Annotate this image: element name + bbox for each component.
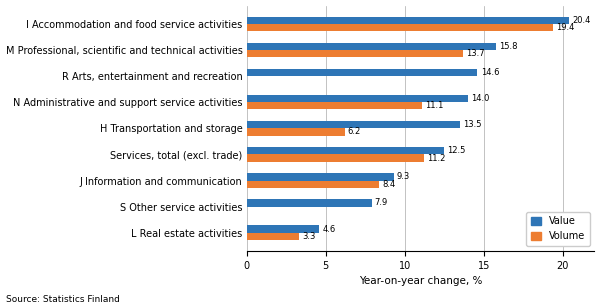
Bar [247, 128, 344, 136]
Bar [247, 181, 379, 188]
Text: 14.6: 14.6 [481, 68, 499, 77]
Text: 11.1: 11.1 [425, 101, 443, 110]
Bar [247, 233, 299, 240]
Bar [247, 154, 424, 162]
Bar [247, 102, 422, 109]
Text: 8.4: 8.4 [383, 180, 396, 189]
Text: 15.8: 15.8 [500, 42, 518, 51]
Bar [247, 95, 468, 102]
Bar [247, 50, 463, 57]
Bar [247, 43, 496, 50]
Bar [247, 226, 319, 233]
Bar [247, 16, 569, 24]
Legend: Value, Volume: Value, Volume [526, 212, 590, 246]
Bar [247, 24, 553, 31]
Text: Source: Statistics Finland: Source: Statistics Finland [6, 295, 120, 304]
X-axis label: Year-on-year change, %: Year-on-year change, % [359, 276, 482, 286]
Text: 4.6: 4.6 [322, 225, 336, 233]
Text: 12.5: 12.5 [448, 146, 466, 155]
Text: 13.7: 13.7 [466, 49, 485, 58]
Bar [247, 69, 478, 76]
Text: 13.5: 13.5 [463, 120, 482, 129]
Text: 20.4: 20.4 [572, 16, 590, 25]
Bar [247, 121, 460, 128]
Bar [247, 147, 444, 154]
Text: 9.3: 9.3 [397, 172, 410, 181]
Bar [247, 173, 394, 181]
Bar [247, 199, 371, 207]
Text: 19.4: 19.4 [556, 23, 575, 32]
Text: 11.2: 11.2 [427, 154, 445, 163]
Text: 14.0: 14.0 [471, 94, 490, 103]
Text: 6.2: 6.2 [348, 127, 361, 136]
Text: 3.3: 3.3 [302, 232, 316, 241]
Text: 7.9: 7.9 [374, 199, 388, 207]
